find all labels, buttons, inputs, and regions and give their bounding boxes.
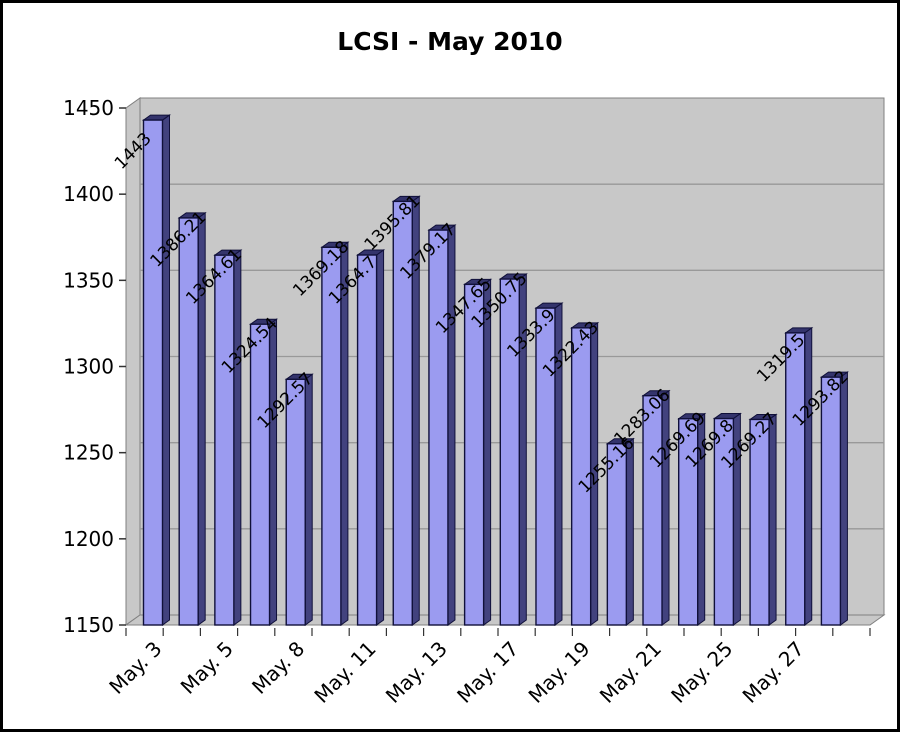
bar-side-face [233,249,242,626]
x-axis-label: May. 11 [309,637,380,708]
x-axis-label: May. 19 [524,637,595,708]
bar [249,323,271,626]
bar-side-face [804,326,813,626]
y-tick-label: 1200 [63,527,114,551]
x-axis-label: May. 17 [452,637,523,708]
bar [499,278,520,626]
bar-side-face [447,224,456,626]
bar [785,332,806,626]
bar [285,378,306,626]
y-tick-label: 1450 [63,96,114,120]
bar-side-face [304,373,313,626]
y-tick-label: 1150 [63,613,114,637]
bar [820,376,842,626]
bar-side-face [625,437,634,626]
chart-title: LCSI - May 2010 [337,27,563,56]
x-axis-label: May. 5 [176,637,238,699]
chart-left-wall [125,97,141,626]
bar [428,229,449,626]
bar-side-face [269,318,278,626]
bar-side-face [661,389,670,626]
bar-side-face [162,114,170,626]
bar [678,418,699,626]
bar [321,246,342,626]
bar [606,443,628,626]
bar-side-face [376,249,385,626]
bar [214,254,235,626]
bar-chart: 145014001350130012501200115014431386.211… [63,96,886,708]
bar [392,200,413,626]
y-tick-label: 1350 [63,268,114,292]
bar [713,417,735,626]
y-tick-label: 1400 [63,182,114,206]
bar-side-face [768,413,777,626]
x-axis-label: May. 21 [595,637,666,708]
bar [570,327,592,626]
x-axis-label: May. 25 [666,637,737,708]
y-tick-label: 1250 [63,441,114,465]
x-axis-label: May. 13 [381,637,452,708]
x-axis-label: May. 8 [247,637,309,699]
bar [642,394,663,626]
bar [142,119,164,626]
bar [749,418,770,626]
y-tick-label: 1300 [63,355,114,379]
bar [535,307,556,626]
x-axis-label: May. 3 [104,637,166,699]
bar [356,254,378,626]
bar-side-face [839,371,848,626]
bar [178,217,199,626]
bar [463,283,485,626]
x-axis-label: May. 27 [738,637,809,708]
bar-side-face [483,278,492,626]
